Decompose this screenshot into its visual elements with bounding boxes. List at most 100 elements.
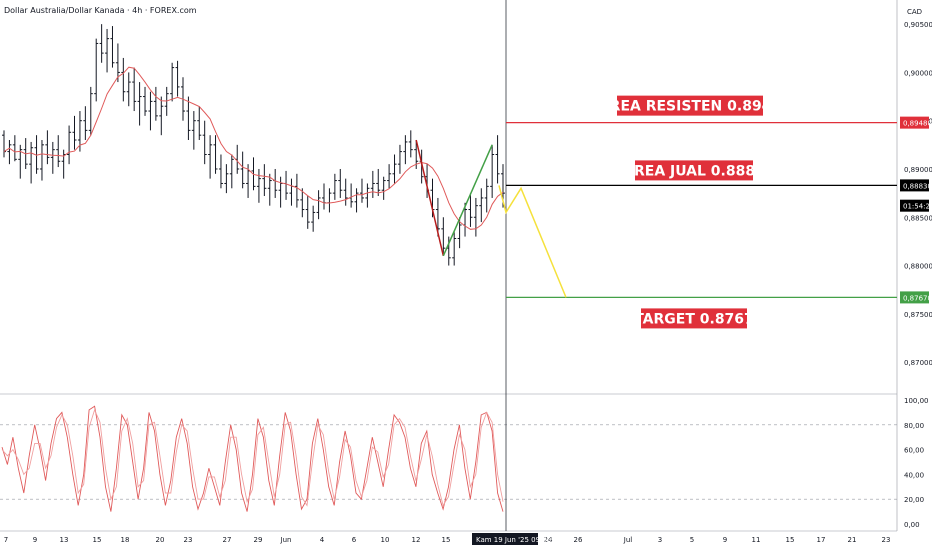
candle — [490, 144, 495, 198]
price-tick-label: 0,89000 — [904, 166, 932, 174]
price-tag-text: 0,87670 — [903, 294, 932, 302]
price-tick-label: 0,90500 — [904, 21, 932, 29]
candle — [392, 154, 397, 184]
candle — [83, 106, 88, 141]
candle — [381, 176, 386, 200]
oscillator-d-line — [1, 408, 504, 507]
time-tick-label: 27 — [223, 536, 232, 544]
oscillator-tick-label: 60,00 — [904, 447, 924, 455]
time-tick-label: 17 — [817, 536, 826, 544]
candle — [473, 197, 478, 237]
candle — [94, 38, 99, 102]
price-tick-label: 0,87000 — [904, 359, 932, 367]
time-tick-label: 5 — [690, 536, 694, 544]
annotation-text: AREA JUAL 0.8883 — [623, 163, 765, 179]
candle — [311, 205, 316, 232]
candle — [197, 106, 202, 141]
candle — [50, 141, 55, 174]
candle — [159, 96, 164, 136]
price-tag: 0,88830 — [900, 179, 932, 192]
annotation-label: TARGET 0.8767 — [634, 308, 754, 329]
time-tick-label: 23 — [882, 536, 891, 544]
candle — [403, 135, 408, 165]
currency-label: CAD — [907, 8, 922, 16]
candle — [67, 125, 72, 165]
candle — [397, 144, 402, 174]
time-tick-label: 15 — [442, 536, 451, 544]
oscillator-tick-label: 0,00 — [904, 521, 920, 529]
candle — [153, 86, 158, 121]
price-tick-label: 0,87500 — [904, 311, 932, 319]
candle — [468, 193, 473, 227]
time-tick-label: 21 — [848, 536, 857, 544]
candle — [88, 86, 93, 136]
candle — [186, 96, 191, 141]
time-tick-label: 9 — [33, 536, 37, 544]
time-tick-label: Jul — [623, 536, 633, 544]
candle — [105, 28, 110, 73]
time-tick-label: 26 — [574, 536, 583, 544]
cursor-date-background — [472, 533, 538, 545]
time-tick-label: 7 — [4, 536, 8, 544]
candle — [479, 188, 484, 223]
price-tag-text: 01:54:29 — [903, 203, 932, 211]
chart-title: Dollar Australia/Dollar Kanada · 4h · FO… — [4, 6, 197, 15]
candle — [121, 57, 126, 102]
price-tag-background — [900, 291, 929, 304]
candle — [359, 178, 364, 203]
price-tag: 0,89480 — [900, 116, 932, 129]
annotation-label: AREA RESISTEN 0.8948 — [599, 95, 781, 116]
candle — [115, 43, 120, 83]
time-tick-label: 24 — [544, 536, 553, 544]
candle — [45, 130, 50, 165]
candle — [143, 86, 148, 116]
time-tick-label: Jun — [280, 536, 292, 544]
candle — [132, 67, 137, 112]
time-tick-label: 10 — [381, 536, 390, 544]
cursor-date-tag: Kam 19 Jun '25 09:00 — [472, 533, 551, 545]
candle — [191, 111, 196, 150]
time-tick-label: 3 — [658, 536, 662, 544]
candle — [305, 196, 310, 229]
candle — [365, 183, 370, 208]
candle — [12, 135, 17, 162]
oscillator-tick-label: 80,00 — [904, 422, 924, 430]
candle — [376, 168, 381, 197]
annotation-background — [635, 160, 753, 181]
candle — [39, 140, 44, 181]
time-tick-label: 9 — [723, 536, 727, 544]
bearish-trend-line — [415, 139, 445, 257]
time-tick-label: 11 — [752, 536, 761, 544]
annotation-background — [641, 308, 747, 329]
price-tag-background — [900, 116, 929, 129]
time-tick-label: 29 — [254, 536, 263, 544]
price-tick-label: 0,88000 — [904, 263, 932, 271]
candle — [7, 140, 12, 165]
price-tag-text: 0,88830 — [903, 182, 932, 190]
candle — [338, 168, 343, 198]
candle — [110, 26, 115, 68]
price-tick-label: 0,88500 — [904, 214, 932, 222]
oscillator-tick-label: 100,00 — [904, 397, 929, 405]
candle — [213, 135, 218, 174]
candle — [300, 188, 305, 218]
time-tick-label: 15 — [93, 536, 102, 544]
time-tick-label: 18 — [121, 536, 130, 544]
candle — [202, 120, 207, 165]
price-tag-text: 0,89480 — [903, 120, 932, 128]
candle — [208, 135, 213, 179]
candle — [137, 82, 142, 126]
bullish-trend-line — [442, 144, 493, 257]
annotation-label: AREA JUAL 0.8883 — [623, 160, 765, 181]
annotation-background — [617, 95, 763, 116]
candle — [354, 188, 359, 213]
candle — [262, 164, 267, 197]
candle — [370, 170, 375, 198]
oscillator-tick-label: 20,00 — [904, 496, 924, 504]
candle — [126, 72, 131, 107]
candle — [99, 24, 104, 63]
candle — [343, 178, 348, 206]
candle — [224, 164, 229, 194]
candle — [170, 62, 175, 102]
